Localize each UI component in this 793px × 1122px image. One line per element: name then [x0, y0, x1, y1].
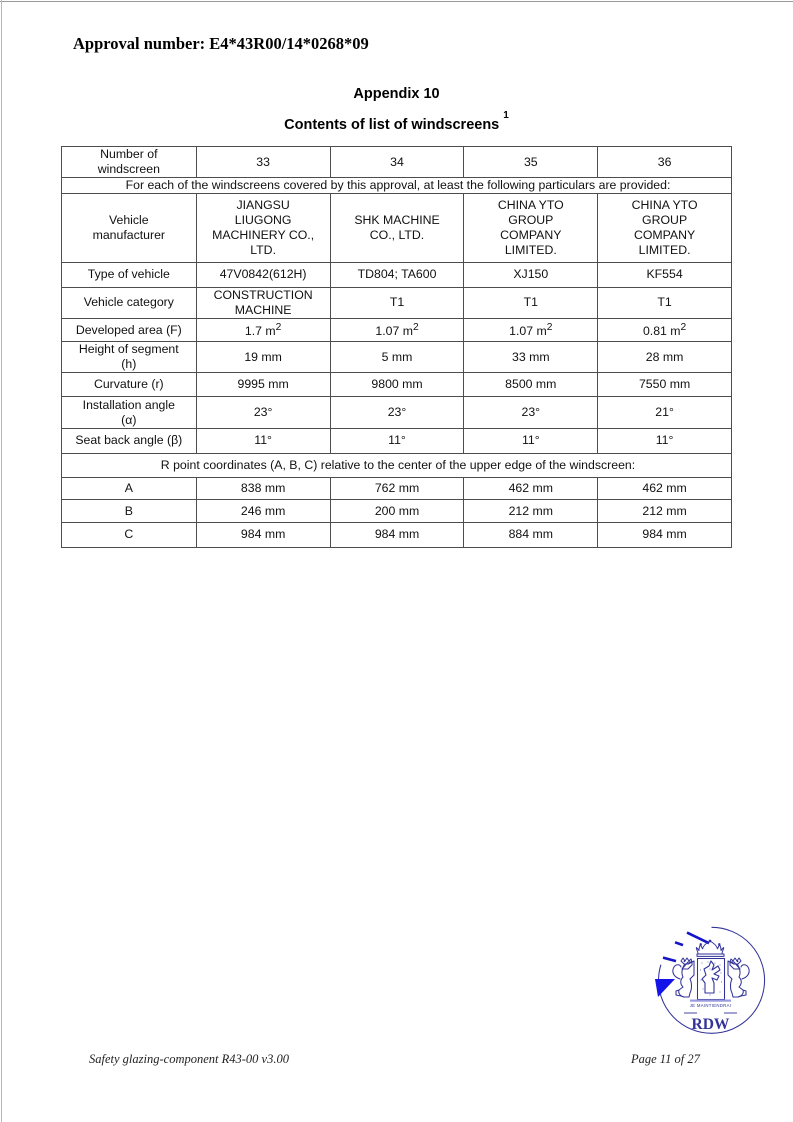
svg-text:RDW: RDW — [692, 1016, 730, 1033]
svg-text:JE MAINTIENDRAI: JE MAINTIENDRAI — [690, 1003, 732, 1008]
